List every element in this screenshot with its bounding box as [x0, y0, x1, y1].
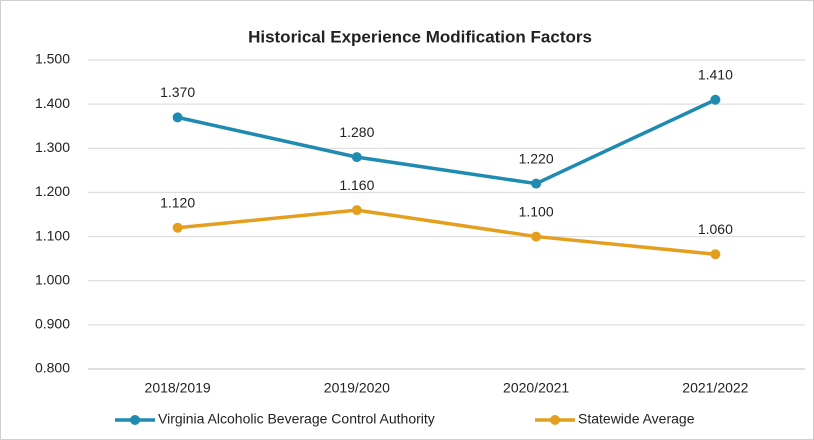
- data-point: [531, 178, 542, 189]
- data-label: 1.280: [339, 124, 374, 140]
- data-label: 1.370: [160, 84, 195, 100]
- data-label: 1.220: [519, 150, 554, 166]
- x-tick-label: 2020/2021: [503, 380, 569, 396]
- series-line: [177, 98, 717, 186]
- y-tick-label: 1.500: [35, 51, 70, 67]
- y-tick-label: 1.000: [35, 271, 70, 287]
- y-tick-label: 1.300: [35, 139, 70, 155]
- x-tick-label: 2021/2022: [682, 380, 748, 396]
- data-label: 1.100: [519, 203, 554, 219]
- y-tick-label: 1.400: [35, 95, 70, 111]
- data-label: 1.160: [339, 177, 374, 193]
- legend-label: Statewide Average: [578, 411, 695, 427]
- data-point: [351, 205, 362, 216]
- x-tick-label: 2018/2019: [145, 380, 211, 396]
- chart-title: Historical Experience Modification Facto…: [248, 27, 592, 46]
- data-point: [351, 152, 362, 163]
- legend-marker: [550, 415, 560, 425]
- data-point: [531, 231, 542, 242]
- data-point: [710, 94, 721, 105]
- legend-marker: [130, 415, 140, 425]
- data-point: [172, 222, 183, 233]
- data-label: 1.410: [698, 66, 733, 82]
- data-point: [710, 249, 721, 260]
- y-tick-label: 1.100: [35, 227, 70, 243]
- data-label: 1.120: [160, 194, 195, 210]
- y-tick-label: 1.200: [35, 183, 70, 199]
- series-line: [177, 208, 716, 256]
- y-tick-label: 0.800: [35, 360, 70, 376]
- data-label: 1.060: [698, 221, 733, 237]
- x-tick-label: 2019/2020: [324, 380, 390, 396]
- data-point: [172, 112, 183, 123]
- legend-label: Virginia Alcoholic Beverage Control Auth…: [158, 411, 435, 427]
- y-tick-label: 0.900: [35, 316, 70, 332]
